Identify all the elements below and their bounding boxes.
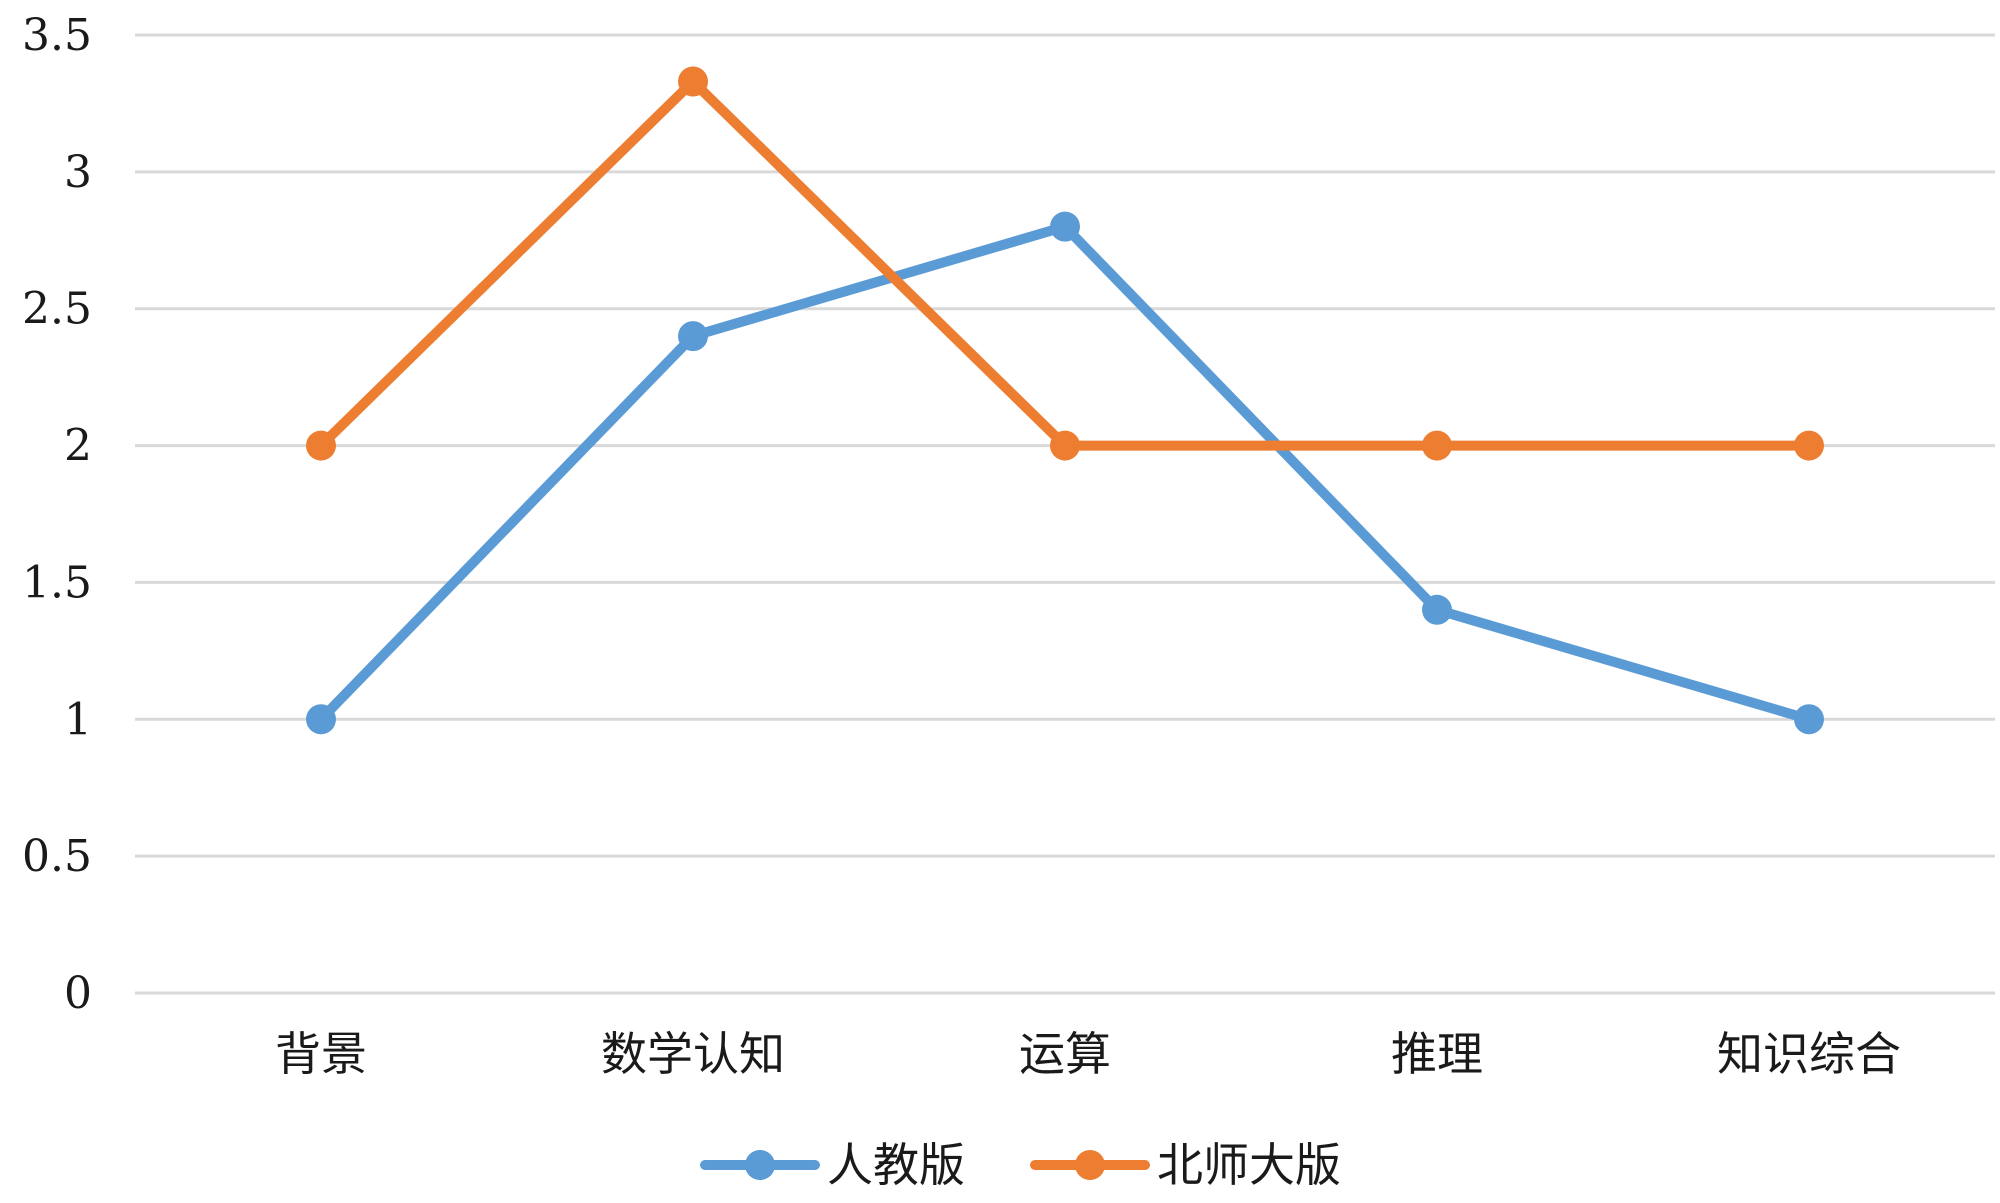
x-category-label: 背景 (275, 1027, 367, 1081)
y-tick-label: 1 (64, 694, 92, 745)
data-point (678, 321, 708, 352)
grid-layer (135, 33, 1995, 995)
series-layer (306, 66, 1824, 735)
data-point (1050, 211, 1080, 242)
series-1 (306, 211, 1824, 735)
y-tick-label: 0.5 (22, 831, 92, 882)
legend-marker (1075, 1150, 1105, 1180)
y-axis-ticks: 0 0.5 1 1.5 2 2.5 3 3.5 (22, 10, 92, 1019)
data-point (1794, 704, 1824, 735)
y-tick-label: 3.5 (22, 10, 92, 61)
data-point (1422, 430, 1452, 461)
data-point (678, 66, 708, 97)
legend-item: 北师大版 (1030, 1138, 1341, 1192)
legend: 人教版 北师大版 (700, 1138, 1341, 1192)
y-tick-label: 2 (64, 421, 92, 472)
data-point (1794, 430, 1824, 461)
y-tick-label: 0 (64, 968, 92, 1019)
y-tick-label: 1.5 (22, 557, 92, 608)
data-point (306, 704, 336, 735)
series-line (316, 221, 1814, 725)
y-tick-label: 3 (64, 147, 92, 198)
data-point (1050, 430, 1080, 461)
legend-label: 人教版 (827, 1138, 965, 1192)
x-category-label: 数学认知 (601, 1027, 785, 1081)
x-axis-categories: 背景 数学认知 运算 推理 知识综合 (275, 1027, 1901, 1081)
x-category-label: 运算 (1019, 1027, 1111, 1081)
data-point (1422, 594, 1452, 625)
x-category-label: 知识综合 (1717, 1027, 1901, 1081)
legend-label: 北师大版 (1157, 1138, 1341, 1192)
x-category-label: 推理 (1391, 1027, 1483, 1081)
y-tick-label: 2.5 (22, 284, 92, 335)
series-2 (306, 66, 1824, 461)
legend-item: 人教版 (700, 1138, 965, 1192)
data-point (306, 430, 336, 461)
series-line (316, 76, 1814, 451)
legend-marker (745, 1150, 775, 1180)
